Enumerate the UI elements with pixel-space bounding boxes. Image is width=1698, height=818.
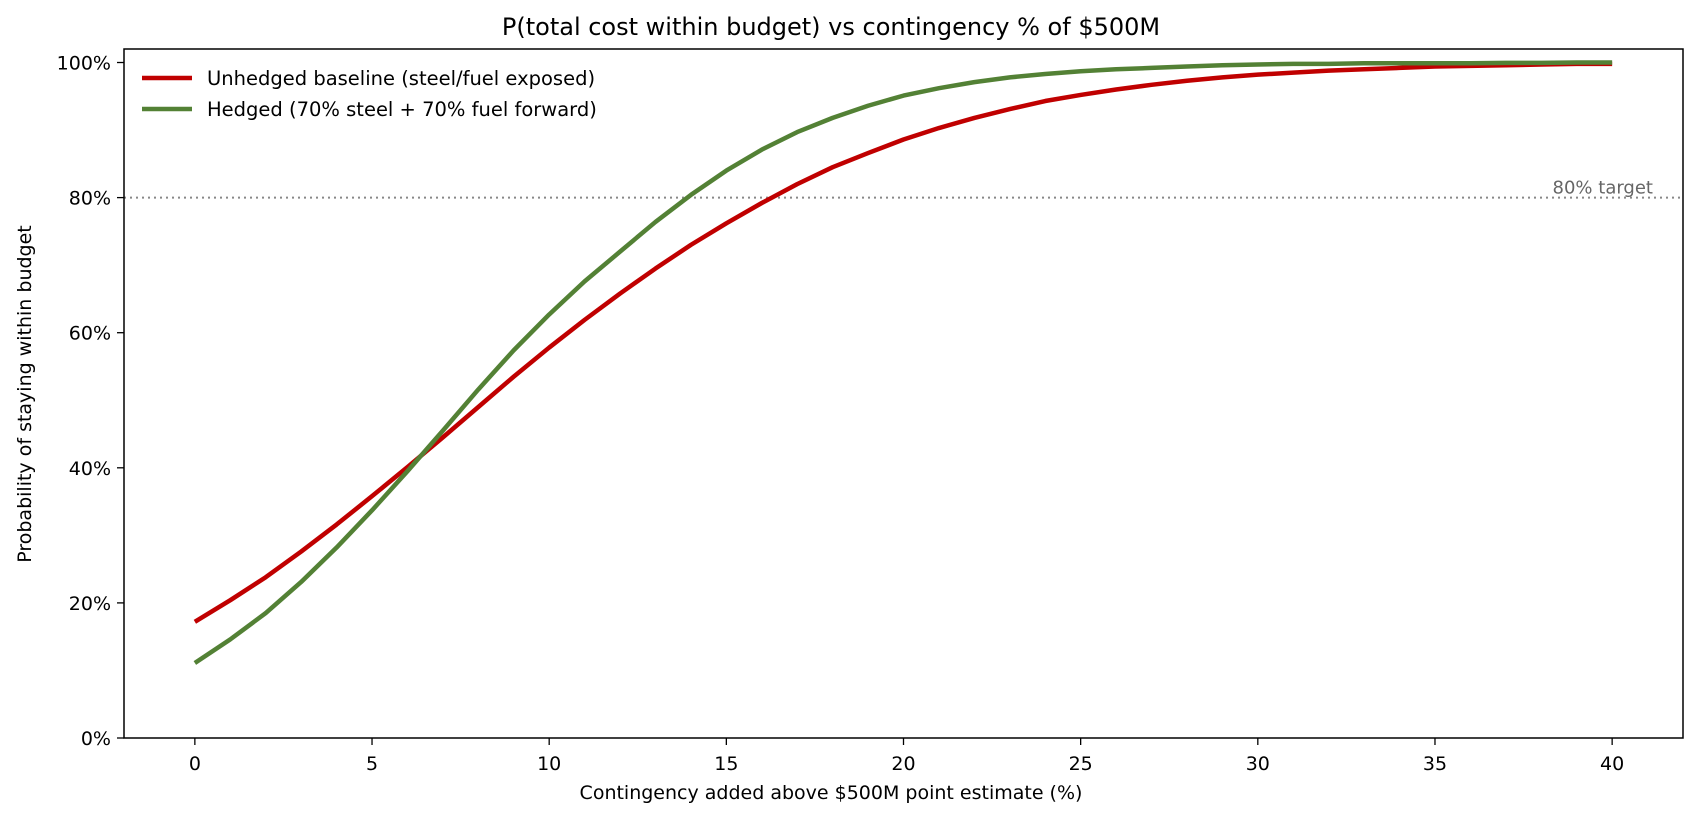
series-line-unhedged — [193, 61, 1613, 624]
x-tick-label: 25 — [1069, 753, 1093, 775]
y-tick-label: 80% — [69, 188, 111, 210]
y-tick-label: 60% — [69, 323, 111, 345]
legend: Unhedged baseline (steel/fuel exposed) He… — [142, 67, 597, 121]
y-tick-label: 100% — [57, 53, 111, 75]
x-tick-label: 35 — [1423, 753, 1447, 775]
x-tick-label: 20 — [891, 753, 915, 775]
x-axis-label: Contingency added above $500M point esti… — [580, 782, 1083, 804]
chart-title: P(total cost within budget) vs contingen… — [502, 13, 1160, 41]
legend-label-hedged: Hedged (70% steel + 70% fuel forward) — [207, 98, 597, 121]
x-tick-label: 5 — [366, 753, 378, 775]
y-axis-label: Probability of staying within budget — [14, 225, 36, 563]
axes-frame — [123, 48, 1684, 739]
y-tick-label: 20% — [69, 593, 111, 615]
reference-line-label: 80% target — [1553, 178, 1653, 199]
x-tick-label: 40 — [1600, 753, 1624, 775]
x-tick-label: 15 — [714, 753, 738, 775]
x-tick-label: 0 — [189, 753, 201, 775]
legend-label-unhedged: Unhedged baseline (steel/fuel exposed) — [207, 67, 595, 90]
x-tick-label: 30 — [1246, 753, 1270, 775]
y-tick-label: 0% — [81, 728, 111, 750]
plot-area: 80% target 0 5 10 15 20 25 30 35 40 0% 20% 40% 60% 80%… — [57, 48, 1684, 775]
series-line-hedged — [193, 60, 1613, 665]
x-tick-label: 10 — [537, 753, 561, 775]
y-tick-label: 40% — [69, 458, 111, 480]
